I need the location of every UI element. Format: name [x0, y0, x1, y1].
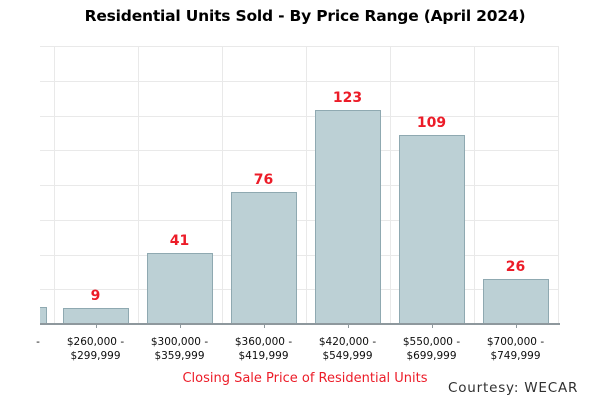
h-gridline	[39, 289, 558, 291]
x-tick-label: $550,000 - $699,999	[402, 336, 461, 362]
h-gridline	[39, 46, 558, 47]
h-gridline	[39, 254, 558, 256]
x-tick-label: $420,000 - $549,999	[318, 336, 377, 362]
h-gridline	[39, 219, 558, 221]
bar-value-label: 76	[253, 171, 274, 188]
v-gridline	[53, 46, 55, 324]
h-gridline	[39, 150, 558, 152]
bar	[62, 308, 129, 324]
bar-value-label: 123	[332, 90, 363, 107]
x-axis-title: Closing Sale Price of Residential Units	[182, 371, 428, 386]
x-axis-line	[39, 322, 560, 325]
v-gridline	[305, 46, 307, 324]
x-tick	[95, 324, 97, 328]
bar	[482, 278, 549, 324]
x-tick	[263, 324, 265, 328]
bar	[398, 134, 465, 324]
bar-value-label: 26	[505, 258, 526, 275]
bar	[146, 252, 213, 324]
clipped-tick-label-fragment: -	[36, 336, 40, 348]
x-tick	[515, 324, 517, 328]
chart-title: Residential Units Sold - By Price Range …	[84, 7, 526, 25]
x-tick-label: $700,000 - $749,999	[486, 336, 545, 362]
x-tick-label: $260,000 - $299,999	[66, 336, 125, 362]
v-gridline	[221, 46, 223, 324]
x-tick	[431, 324, 433, 328]
x-tick	[179, 324, 181, 328]
v-gridline	[557, 46, 559, 324]
bar-value-label: 41	[169, 232, 190, 249]
bar-value-label: 9	[90, 288, 101, 305]
v-gridline	[137, 46, 139, 324]
h-gridline	[39, 80, 558, 82]
bar-value-label: 109	[416, 114, 447, 131]
v-gridline	[473, 46, 475, 324]
bar	[230, 191, 297, 324]
x-tick	[347, 324, 349, 328]
courtesy-credit: Courtesy: WECAR	[448, 380, 579, 396]
x-tick-label: $300,000 - $359,999	[150, 336, 209, 362]
v-gridline	[389, 46, 391, 324]
bar	[314, 110, 381, 324]
h-gridline	[39, 185, 558, 186]
h-gridline	[39, 115, 558, 117]
x-tick-label: $360,000 - $419,999	[234, 336, 293, 362]
clipped-bar	[39, 306, 47, 324]
